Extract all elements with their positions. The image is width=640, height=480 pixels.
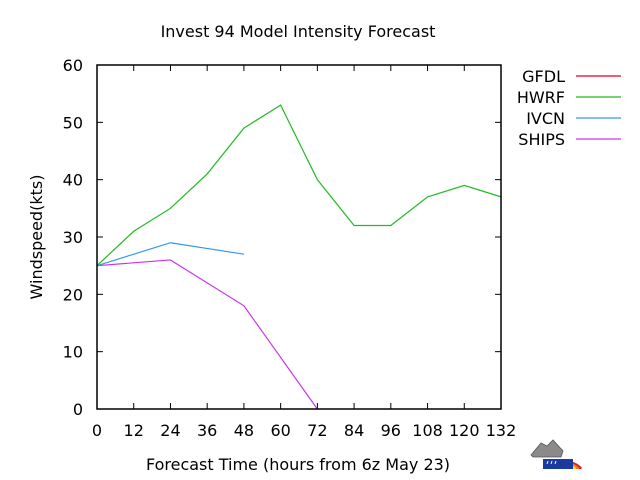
y-axis-label: Windspeed(kts) [27,175,46,300]
y-axis: 0 10 20 30 40 50 60 [63,56,501,419]
y-tick-label: 40 [63,171,83,190]
legend-label-ivcn: IVCN [526,109,565,128]
y-tick-label: 60 [63,56,83,75]
x-axis-label: Forecast Time (hours from 6z May 23) [146,455,450,474]
chart-title: Invest 94 Model Intensity Forecast [161,22,436,41]
series-line-ivcn [96,242,245,267]
x-tick-label: 48 [234,421,254,440]
legend-label-ships: SHIPS [518,130,565,149]
x-tick-label: 24 [160,421,180,440]
x-tick-label: 132 [486,421,517,440]
legend-label-hwrf: HWRF [517,88,565,107]
plot-frame [96,64,502,410]
weather-cloud-rainbow-icon [530,439,583,469]
x-tick-label: 72 [307,421,327,440]
y-tick-label: 50 [63,113,83,132]
y-tick-label: 30 [63,228,83,247]
x-tick-label: 108 [412,421,443,440]
x-tick-label: 36 [197,421,217,440]
x-tick-label: 12 [124,421,144,440]
legend-label-gfdl: GFDL [522,67,565,86]
legend: GFDL HWRF IVCN SHIPS [517,67,621,149]
x-tick-label: 120 [449,421,480,440]
series-line-hwrf [96,104,502,267]
y-tick-label: 20 [63,285,83,304]
y-tick-label: 10 [63,343,83,362]
x-axis: 0 12 24 36 48 60 72 84 96 108 120 132 [92,65,516,440]
y-tick-label: 0 [73,400,83,419]
x-tick-label: 84 [344,421,364,440]
x-tick-label: 0 [92,421,102,440]
series-line-ships [96,259,318,410]
plot-lines [96,104,502,410]
x-tick-label: 96 [381,421,401,440]
x-tick-label: 60 [270,421,290,440]
